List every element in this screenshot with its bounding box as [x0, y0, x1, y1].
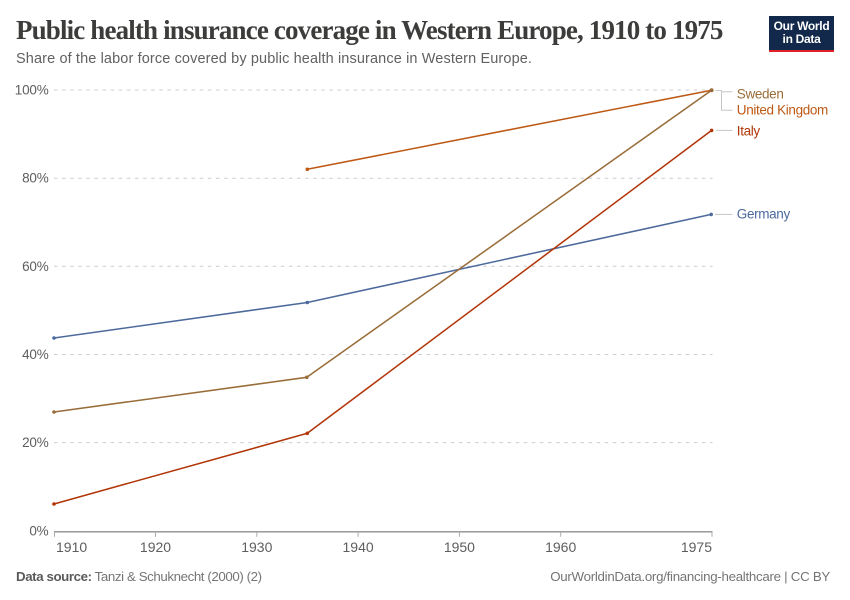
svg-text:1930: 1930 — [241, 539, 272, 555]
svg-text:0%: 0% — [29, 523, 48, 538]
svg-text:Sweden: Sweden — [737, 87, 784, 102]
svg-text:1950: 1950 — [444, 539, 475, 555]
svg-text:Italy: Italy — [737, 123, 761, 138]
svg-text:Germany: Germany — [737, 207, 791, 222]
svg-text:60%: 60% — [22, 259, 49, 274]
svg-text:1910: 1910 — [56, 539, 87, 555]
svg-text:1975: 1975 — [681, 539, 712, 555]
svg-text:United Kingdom: United Kingdom — [737, 103, 828, 118]
svg-text:1940: 1940 — [343, 539, 374, 555]
svg-text:100%: 100% — [15, 83, 49, 98]
svg-text:80%: 80% — [22, 171, 49, 186]
svg-text:1920: 1920 — [140, 539, 171, 555]
svg-text:20%: 20% — [22, 435, 49, 450]
svg-text:40%: 40% — [22, 347, 49, 362]
svg-text:1960: 1960 — [545, 539, 576, 555]
